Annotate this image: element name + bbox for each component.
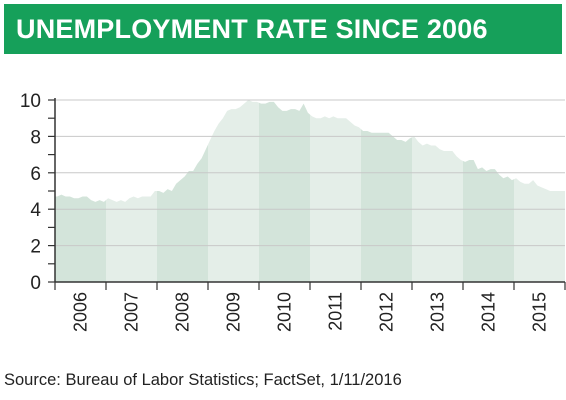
chart-title: UNEMPLOYMENT RATE SINCE 2006	[16, 13, 488, 44]
y-tick-label: 4	[30, 200, 41, 221]
x-tick-label: 2007	[122, 292, 142, 332]
x-tick-label: 2012	[377, 292, 397, 332]
unemployment-chart: 0 2 4 6 8 10 2006 2007 2008 2009 2010 2011 2012 2013…	[20, 91, 566, 332]
year-band	[463, 100, 514, 282]
x-tick-label: 2006	[71, 292, 91, 332]
chart-area: 0 2 4 6 8 10 2006 2007 2008 2009 2010 2011 2012 2013…	[0, 60, 566, 360]
year-band	[208, 100, 259, 282]
title-banner: UNEMPLOYMENT RATE SINCE 2006	[4, 4, 562, 54]
x-tick-label: 2015	[530, 292, 550, 332]
y-tick-label: 2	[30, 237, 41, 258]
year-band	[361, 100, 412, 282]
x-tick-label: 2011	[326, 292, 346, 331]
x-tick-label: 2014	[479, 292, 499, 332]
x-tick-label: 2009	[224, 292, 244, 332]
x-tick-label: 2013	[428, 292, 448, 332]
y-tick-label: 8	[30, 127, 41, 148]
y-tick-label: 0	[30, 273, 41, 294]
x-tick-label: 2008	[173, 292, 193, 332]
year-band	[55, 100, 106, 282]
x-tick-label: 2010	[275, 292, 295, 332]
year-band	[514, 100, 565, 282]
year-band	[106, 100, 157, 282]
year-band	[259, 100, 310, 282]
y-tick-label: 6	[30, 164, 41, 185]
year-band	[310, 100, 361, 282]
year-band	[157, 100, 208, 282]
source-note: Source: Bureau of Labor Statistics; Fact…	[4, 371, 402, 389]
year-band	[412, 100, 463, 282]
y-tick-label: 10	[20, 91, 41, 112]
